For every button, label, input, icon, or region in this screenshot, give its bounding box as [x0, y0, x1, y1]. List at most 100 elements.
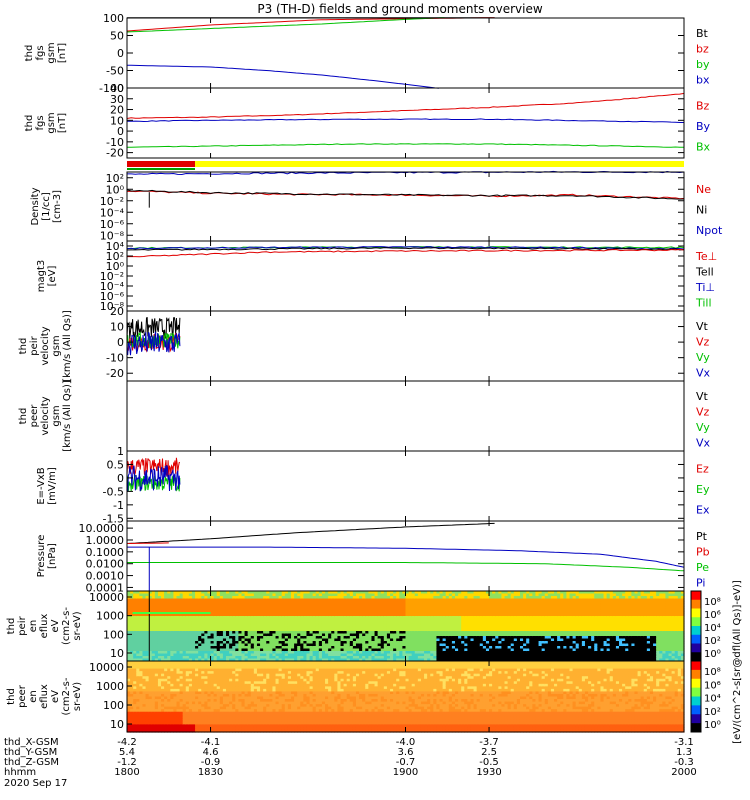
y-tick-label: 20	[110, 104, 124, 117]
y-axis-label: [nPa]	[47, 543, 58, 569]
legend-Ex: Ex	[696, 504, 710, 517]
y-tick-label: 30	[110, 93, 124, 106]
series-bx-line	[127, 64, 439, 89]
y-axis-label: eflux	[39, 684, 50, 709]
y-axis-label: velocity	[40, 396, 51, 435]
y-tick-label: -1	[113, 499, 124, 512]
y-axis-label: [nT]	[57, 43, 68, 63]
y-tick-label: 0	[117, 125, 124, 138]
y-tick-label: -50	[106, 65, 124, 78]
y-axis-label: gsm	[46, 112, 57, 133]
y-axis-label: [cm-3]	[52, 190, 63, 223]
colorbar-tick: 10⁴	[704, 694, 721, 705]
legend-Till: Till	[695, 296, 712, 309]
y-tick-label: 10	[110, 647, 124, 660]
y-axis-label: en	[28, 690, 39, 703]
legend-by: by	[696, 58, 710, 71]
y-tick-label: 0.0100	[86, 558, 125, 571]
colorbar-label: [eV/(cm^2-s[sr@dfl(All Qs)]-eV)]	[732, 580, 743, 744]
legend-Pt: Pt	[696, 530, 708, 543]
series-Bz-line	[126, 92, 685, 119]
y-axis-label: thd	[24, 115, 35, 132]
x-axis-value: 1900	[393, 767, 418, 778]
y-axis-label: Pressure	[36, 535, 47, 578]
colorbar-tick: 10⁴	[704, 623, 721, 634]
y-tick-label: 10	[110, 321, 124, 334]
y-axis-label: eV	[50, 619, 61, 632]
series-Vx-trace	[126, 331, 181, 356]
y-axis-label: velocity	[40, 326, 51, 365]
x-axis-value: -0.5	[479, 757, 499, 768]
y-axis-label: (cm2-s-	[61, 677, 72, 715]
panel-p1: 100 50 0 -50 -100 Bt bz by bx thd fgs gsm [nT]	[24, 12, 710, 95]
y-tick-label: 1000	[96, 680, 124, 693]
y-tick-label: 1.0000	[86, 534, 125, 547]
y-tick-label: 100	[103, 699, 124, 712]
mode-bar-green	[127, 168, 195, 170]
y-tick-label: 20	[110, 305, 124, 318]
series-by-line	[126, 17, 445, 33]
x-axis-value: 1830	[198, 767, 223, 778]
y-tick-label: -100	[99, 82, 124, 95]
y-axis-label: peer	[17, 684, 28, 708]
x-axis-value: 2.5	[481, 747, 497, 758]
colorbar-tick: 10²	[704, 636, 721, 647]
y-axis-label: fgs	[35, 45, 46, 60]
legend-Ey: Ey	[696, 483, 710, 496]
y-axis-label: Density	[30, 187, 41, 225]
x-axis-value: -0.7	[396, 757, 416, 768]
y-tick-label: 10⁰	[106, 260, 125, 273]
colorbar-tick: 10⁶	[704, 610, 721, 621]
y-tick-label: -10	[106, 136, 124, 149]
panel-p6: Vt Vz Vy Vx thd peer velocity gsm [km/s (All Qs)…	[18, 380, 711, 452]
y-axis-label: thd	[24, 45, 35, 62]
series-Ni-line	[126, 189, 685, 200]
y-axis-label: [km/s (All Qs)]	[62, 310, 73, 382]
legend-Vy: Vy	[696, 351, 710, 364]
x-axis-value: 5.4	[119, 747, 135, 758]
legend-Ti⊥: Ti⊥	[695, 281, 715, 294]
y-axis-label: thd	[6, 688, 17, 705]
series-Pi-line	[127, 546, 685, 568]
x-axis-value: -4.0	[396, 737, 416, 748]
legend-By: By	[696, 120, 711, 133]
x-axis-value: 2000	[671, 767, 696, 778]
x-axis-value: -0.3	[674, 757, 694, 768]
panel-p10: 10000 1000 100 10 10⁸ 10⁶ 10⁴ 10² 10⁰ thd peer en ef…	[6, 660, 721, 733]
x-axis: thd_X-GSM -4.2 -4.1 -4.0 -3.7 -3.1 thd_Y-GSM 5.…	[4, 737, 697, 789]
colorbar-tick: 10⁸	[704, 667, 721, 678]
y-tick-label: 10⁴	[106, 240, 125, 253]
legend-bz: bz	[696, 42, 709, 55]
y-axis-label: [mV/m]	[47, 467, 58, 505]
y-tick-label: 10000	[89, 661, 124, 674]
legend-Npot: Npot	[696, 224, 723, 237]
panel-p7: 10.50-0.5-1-1.5 Ez Ey Ex E=-VxB [mV/m]	[36, 445, 710, 525]
y-axis-label: [km/s (All Qs)]	[62, 380, 73, 452]
x-axis-value: -4.2	[117, 737, 137, 748]
y-axis-label: eflux	[39, 614, 50, 639]
y-axis-label: eV	[50, 690, 61, 703]
y-axis-label: peir	[17, 615, 28, 635]
y-axis-label: sr-eV)	[72, 682, 83, 711]
x-axis-value: -3.1	[674, 737, 694, 748]
y-tick-label: 10²	[106, 250, 124, 263]
y-tick-label: -10	[106, 352, 124, 365]
series-Pt-line	[126, 522, 495, 544]
legend-Ez: Ez	[696, 462, 709, 475]
colorbar-tick: 10²	[704, 707, 721, 718]
y-axis-label: en	[28, 620, 39, 633]
x-axis-value: 4.6	[203, 747, 219, 758]
y-axis-label: magt3	[36, 260, 47, 293]
y-tick-label: -1.5	[103, 512, 124, 525]
y-axis-label: thd	[6, 618, 17, 635]
x-axis-row-label: thd_Y-GSM	[4, 747, 57, 758]
date-label: 2020 Sep 17	[4, 778, 67, 789]
legend-Vz: Vz	[696, 405, 710, 418]
y-axis-label: peir	[29, 335, 40, 355]
y-tick-label: -20	[106, 147, 124, 160]
y-tick-label: 0	[117, 336, 124, 349]
x-axis-value: -3.7	[479, 737, 499, 748]
